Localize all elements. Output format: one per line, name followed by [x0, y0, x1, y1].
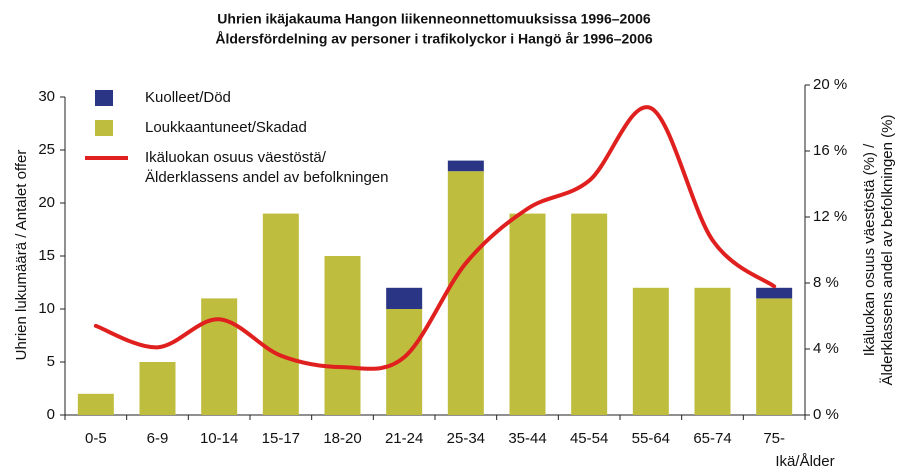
bar [324, 256, 361, 415]
bar [447, 171, 484, 415]
x-tick-label: 75- [763, 430, 785, 447]
bar [139, 362, 176, 415]
line [93, 105, 777, 371]
y2-tick-label: 20 % [813, 76, 847, 93]
x-tick-label: 15-17 [262, 430, 300, 447]
chart-title: Åldersfördelning av personer i trafikoly… [215, 31, 652, 47]
bar [756, 298, 793, 415]
y2-tick-label: 0 % [813, 406, 839, 423]
bar [262, 213, 299, 415]
y2-axis-label: Älderklassens andel av befolkningen (%) [879, 115, 896, 386]
x-tick-label: 45-54 [570, 430, 608, 447]
bar [201, 298, 238, 415]
legend-label: Älderklassens andel av befolkningen [145, 169, 389, 186]
bar [386, 309, 423, 415]
bar [509, 213, 546, 415]
y-tick-label: 10 [38, 300, 55, 317]
legend-label: Kuolleet/Död [145, 89, 231, 106]
legend-label: Ikäluokan osuus väestöstä/ [145, 149, 327, 166]
y-tick-label: 20 [38, 194, 55, 211]
y2-tick-label: 4 % [813, 340, 839, 357]
bar [756, 287, 793, 299]
bar [386, 287, 423, 309]
y2-tick-label: 12 % [813, 208, 847, 225]
x-tick-label: 6-9 [147, 430, 169, 447]
y2-tick-label: 8 % [813, 274, 839, 291]
y-tick-label: 5 [47, 353, 55, 370]
x-tick-label: 25-34 [447, 430, 485, 447]
y2-tick-label: 16 % [813, 142, 847, 159]
y-tick-label: 0 [47, 406, 55, 423]
x-tick-label: 55-64 [632, 430, 670, 447]
bar [571, 213, 608, 415]
legend-label: Loukkaantuneet/Skadad [145, 119, 307, 136]
x-tick-label: 10-14 [200, 430, 238, 447]
legend-swatch [95, 120, 113, 136]
bar [694, 287, 731, 415]
bar [632, 287, 669, 415]
legend-swatch [95, 90, 113, 106]
x-tick-label: 0-5 [85, 430, 107, 447]
x-tick-label: 65-74 [693, 430, 731, 447]
y2-axis-label: Ikäluokan osuus väestöstä (%) / [861, 143, 878, 356]
bar [447, 160, 484, 172]
chart-title: Uhrien ikäjakauma Hangon liikenneonnetto… [217, 11, 651, 27]
y-axis-label: Uhrien lukumäärä / Antalet offer [13, 150, 30, 361]
x-tick-label: 35-44 [508, 430, 546, 447]
y-tick-label: 30 [38, 88, 55, 105]
x-axis-label: Ikä/Ålder [775, 453, 834, 470]
y-tick-label: 15 [38, 247, 55, 264]
bar [77, 393, 114, 415]
x-tick-label: 18-20 [323, 430, 361, 447]
y-tick-label: 25 [38, 141, 55, 158]
x-tick-label: 21-24 [385, 430, 423, 447]
